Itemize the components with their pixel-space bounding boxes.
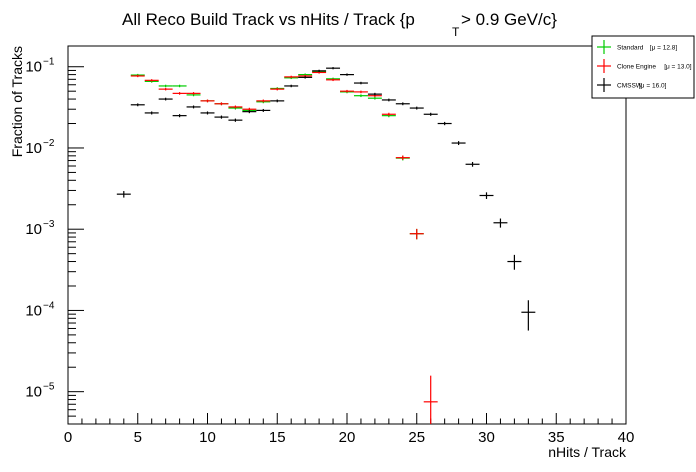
legend-mu: [μ = 12.8] xyxy=(650,45,678,52)
data-point xyxy=(326,78,341,82)
data-point xyxy=(158,87,173,91)
data-point xyxy=(172,114,187,118)
data-point xyxy=(353,81,368,85)
data-point xyxy=(144,111,159,115)
data-point xyxy=(326,67,341,70)
data-point xyxy=(186,105,201,109)
data-point xyxy=(172,84,187,88)
axis-ticks xyxy=(67,66,627,425)
series-cmssw xyxy=(116,67,536,331)
y-tick-exponent: −4 xyxy=(43,300,55,311)
data-point xyxy=(493,218,508,228)
y-tick-labels: 10−110−210−310−410−5 xyxy=(25,57,55,401)
data-point xyxy=(353,90,368,94)
data-point xyxy=(423,375,438,424)
series-layer xyxy=(116,67,536,424)
data-point xyxy=(340,89,354,93)
legend-label: Clone Engine xyxy=(617,64,656,71)
data-point xyxy=(423,112,438,116)
x-tick-labels: 0 5 10 15 20 25 30 35 40 xyxy=(64,429,635,446)
legend: Standard [μ = 12.8] Clone Engine [μ = 13.0]… xyxy=(591,35,695,99)
x-tick-label: 10 xyxy=(199,429,216,446)
data-point xyxy=(200,99,215,103)
data-point xyxy=(367,92,382,96)
x-tick-label: 20 xyxy=(339,429,356,446)
data-point xyxy=(451,141,466,146)
data-point xyxy=(507,254,522,270)
data-point xyxy=(409,106,424,110)
data-point xyxy=(395,102,410,106)
y-tick-exponent: −3 xyxy=(43,219,55,230)
x-tick-label: 30 xyxy=(478,429,495,446)
data-point xyxy=(479,192,494,199)
plot-frame xyxy=(67,45,627,425)
data-point xyxy=(228,118,243,122)
x-tick-label: 40 xyxy=(618,429,635,446)
data-point xyxy=(381,112,396,116)
legend-box xyxy=(591,35,695,99)
x-tick-label: 15 xyxy=(269,429,286,446)
data-point xyxy=(256,99,271,103)
x-axis-title: nHits / Track xyxy=(548,444,627,460)
y-tick-label: 10 xyxy=(25,384,42,401)
data-point xyxy=(172,92,187,95)
legend-mu: [μ = 13.0] xyxy=(664,64,692,71)
y-tick-label: 10 xyxy=(25,221,42,238)
x-tick-label: 5 xyxy=(134,429,142,446)
data-point xyxy=(284,75,299,79)
data-point xyxy=(284,84,299,88)
data-point xyxy=(521,300,536,331)
data-point xyxy=(256,108,271,112)
data-point xyxy=(242,110,257,114)
y-axis-title: Fraction of Tracks xyxy=(9,46,25,157)
legend-mu: [μ = 16.0] xyxy=(639,83,667,90)
data-point xyxy=(298,76,313,79)
data-point xyxy=(395,155,410,160)
data-point xyxy=(437,121,452,126)
legend-label: CMSSW xyxy=(617,83,643,90)
y-tick-label: 10 xyxy=(25,59,42,76)
data-point xyxy=(158,97,173,101)
data-point xyxy=(381,98,396,102)
data-point xyxy=(116,191,131,198)
data-point xyxy=(270,87,285,91)
y-tick-exponent: −2 xyxy=(43,138,55,149)
y-tick-exponent: −5 xyxy=(43,382,55,393)
data-point xyxy=(186,92,201,95)
data-point xyxy=(130,103,145,107)
legend-label: Standard xyxy=(617,45,644,52)
data-point xyxy=(200,111,215,115)
data-point xyxy=(270,99,285,103)
legend-entry: CMSSW[μ = 16.0] xyxy=(597,78,667,92)
chart-title-subscript: T xyxy=(452,25,460,39)
data-point xyxy=(312,69,327,73)
y-tick-label: 10 xyxy=(25,140,42,157)
data-point xyxy=(144,79,159,82)
chart-title-tail: > 0.9 GeV/c} xyxy=(461,10,557,29)
legend-entry: Standard [μ = 12.8] xyxy=(597,40,677,54)
data-point xyxy=(409,228,424,240)
data-point xyxy=(214,115,229,119)
x-tick-label: 0 xyxy=(64,429,72,446)
series-clone-engine xyxy=(130,71,438,424)
data-point xyxy=(214,102,229,106)
data-point xyxy=(228,105,243,109)
data-point xyxy=(130,74,145,78)
y-tick-label: 10 xyxy=(25,302,42,319)
data-point xyxy=(465,161,480,167)
x-tick-label: 25 xyxy=(408,429,425,446)
legend-entry: Clone Engine [μ = 13.0] xyxy=(597,59,692,73)
y-tick-exponent: −1 xyxy=(43,57,55,68)
data-point xyxy=(158,84,173,88)
chart-title-main: All Reco Build Track vs nHits / Track {p xyxy=(122,10,415,29)
data-point xyxy=(367,96,382,100)
x-tick-label: 35 xyxy=(548,429,565,446)
data-point xyxy=(340,73,354,76)
data-point xyxy=(353,94,368,98)
